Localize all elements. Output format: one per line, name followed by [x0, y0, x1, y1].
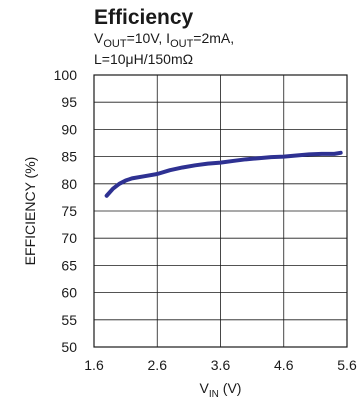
- y-tick-label: 50: [61, 339, 77, 355]
- subtitle-line-2: L=10μH/150mΩ: [94, 50, 194, 67]
- chart-subtitle: VOUT=10V, IOUT=2mA, L=10μH/150mΩ: [94, 31, 234, 67]
- efficiency-series-line: [104, 150, 343, 198]
- y-tick-label: 80: [61, 176, 77, 192]
- y-tick-label: 70: [61, 230, 77, 246]
- subtitle-line-1: VOUT=10V, IOUT=2mA,: [94, 30, 235, 50]
- y-tick-label: 85: [61, 149, 77, 165]
- plot-frame: [93, 74, 348, 348]
- y-tick-label: 75: [61, 203, 77, 219]
- y-tick-label: 55: [61, 312, 77, 328]
- y-tick-label: 90: [61, 121, 77, 137]
- x-tick-label: 4.6: [274, 357, 294, 373]
- y-axis-label: EFFICIENCY (%): [22, 157, 38, 266]
- x-tick-label: 1.6: [84, 357, 104, 373]
- x-tick-label: 5.6: [337, 357, 357, 373]
- chart-title: Efficiency: [94, 6, 194, 29]
- y-tick-label: 65: [61, 257, 77, 273]
- y-tick-label: 60: [61, 285, 77, 301]
- x-tick-label: 2.6: [148, 357, 168, 373]
- x-axis-label: VIN (V): [200, 380, 242, 400]
- x-tick-label: 3.6: [211, 357, 231, 373]
- y-tick-label: 100: [54, 67, 78, 83]
- y-tick-label: 95: [61, 94, 77, 110]
